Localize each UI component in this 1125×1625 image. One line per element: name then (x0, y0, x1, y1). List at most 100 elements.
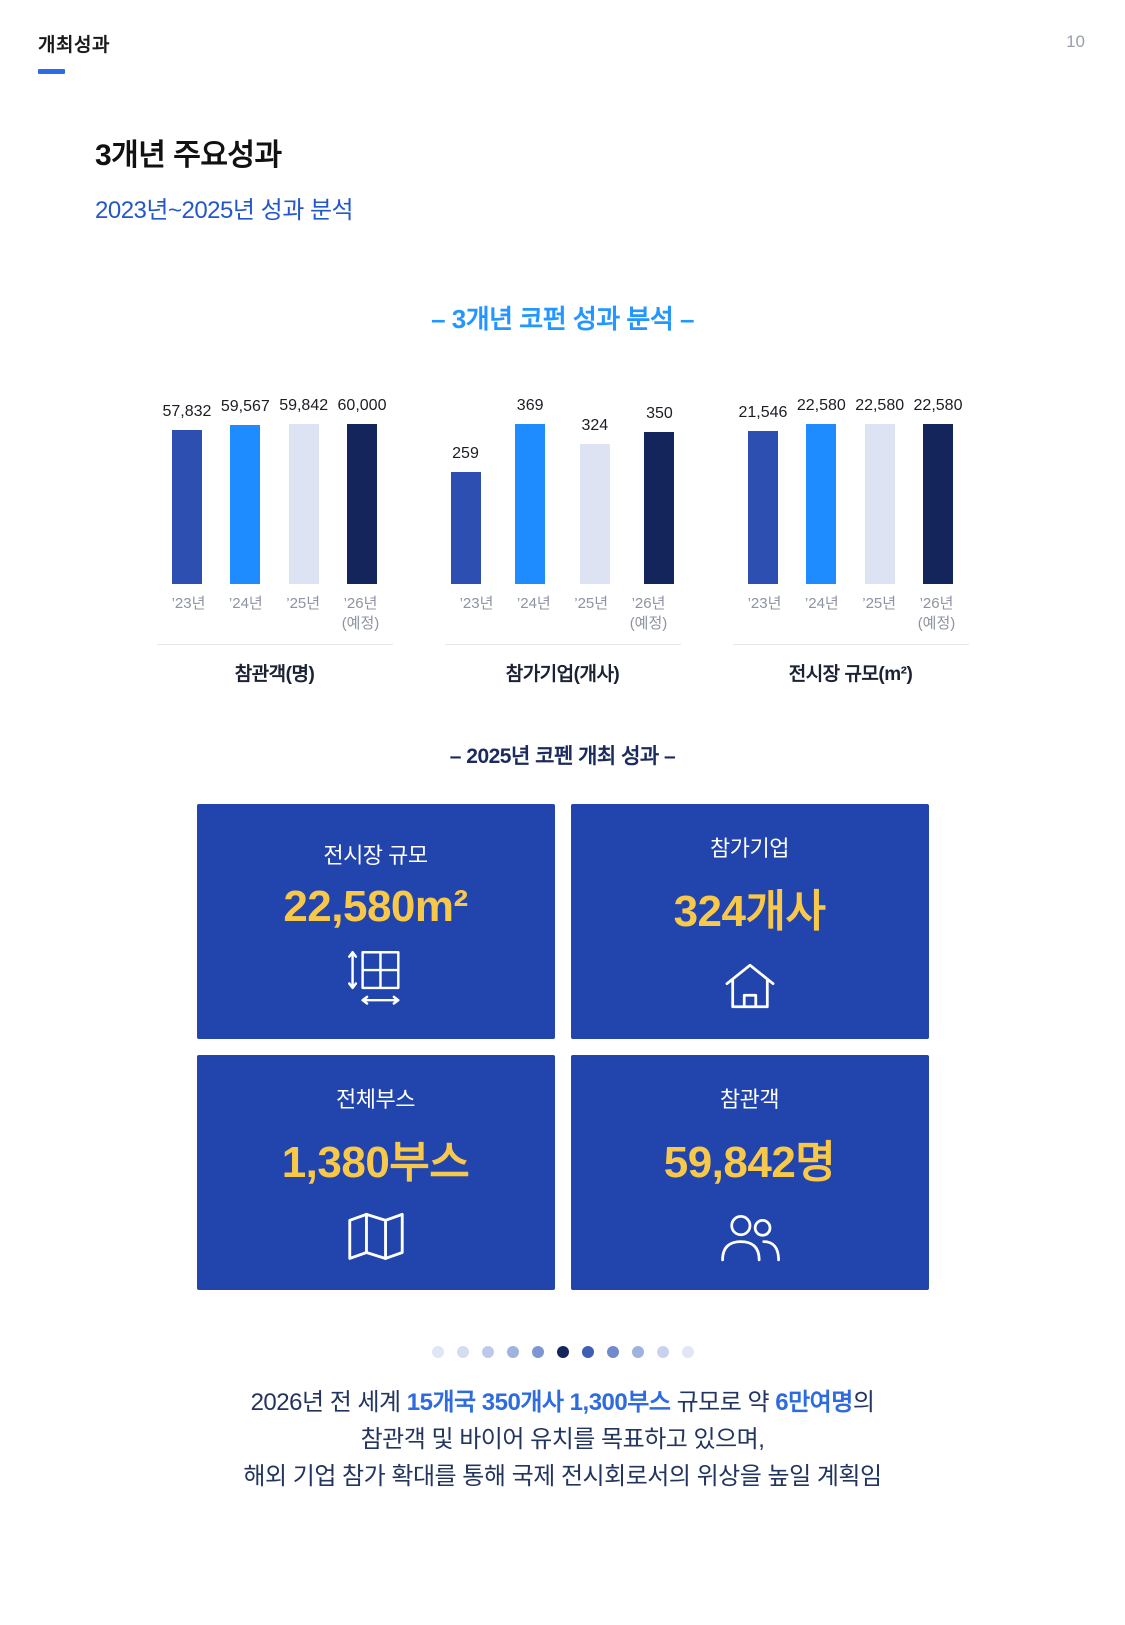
progress-dots (0, 1346, 1125, 1358)
bar (171, 430, 202, 584)
card-value: 324개사 (673, 886, 826, 936)
bar-column: 369 (515, 397, 546, 584)
results-heading: – 2025년 코펜 개최 성과 – (449, 745, 676, 768)
axis-label: ’25년 (862, 595, 897, 612)
axis-label-sub: (예정) (629, 615, 668, 633)
visitors-icon (718, 1206, 782, 1268)
bar-value-label: 21,546 (738, 404, 788, 421)
bar-value-label: 22,580 (796, 397, 846, 414)
axis-label: ’26년 (예정) (910, 594, 962, 636)
bar (230, 425, 261, 584)
header-underline (38, 69, 65, 74)
bar-area: 21,546 22,580 22,580 22,580 (733, 384, 969, 584)
bar (864, 424, 895, 584)
progress-dot (506, 1346, 519, 1358)
bar-chart: 21,546 22,580 22,580 22,580 ’23년 ’24년 ’25년 ’26년… (732, 384, 969, 686)
bar-value-label: 259 (452, 445, 479, 462)
bar-value-label: 324 (581, 417, 609, 434)
bar-column: 259 (450, 445, 481, 584)
bar-chart: 259 369 324 350 ’23년 ’24년 ’25년 ’26년 (예정) 참가기업(개사) (444, 384, 681, 686)
page-title: 3개년 주요성과 (95, 139, 282, 172)
stat-card: 참가기업 324개사 (570, 804, 929, 1039)
bar-column: 60,000 (337, 397, 387, 584)
stat-card: 전체부스 1,380부스 (196, 1055, 555, 1290)
axis-labels: ’23년 ’24년 ’25년 ’26년 (예정) (157, 594, 393, 636)
bar (515, 424, 546, 584)
footer-highlight: 15개국 350개사 1,300부스 (406, 1389, 671, 1416)
axis-label: ’23년 (171, 595, 206, 612)
bar-column: 22,580 (855, 397, 904, 584)
progress-dot (431, 1346, 444, 1358)
bar (288, 424, 319, 584)
header-left: 개최성과 (38, 30, 110, 74)
progress-dot (531, 1346, 544, 1358)
axis-labels: ’23년 ’24년 ’25년 ’26년 (예정) (445, 594, 681, 636)
header-label: 개최성과 (38, 35, 110, 56)
bar-column: 21,546 (738, 404, 788, 584)
axis-label: ’25년 (574, 595, 609, 612)
chart-caption: 전시장 규모(m²) (788, 664, 913, 685)
footer-line: 참관객 및 바이어 유치를 목표하고 있으며, (0, 1421, 1125, 1458)
bar (747, 431, 778, 584)
axis-label: ’24년 (516, 595, 551, 612)
bar-column: 22,580 (913, 397, 963, 584)
axis-label-sub: (예정) (341, 615, 380, 633)
house-icon (720, 955, 780, 1017)
card-label: 전시장 규모 (323, 842, 428, 868)
footer-segment: 규모로 약 (670, 1389, 776, 1416)
bar (806, 424, 837, 584)
card-label: 참가기업 (710, 835, 789, 861)
axis-label: ’24년 (228, 595, 263, 612)
card-label: 전체부스 (336, 1086, 415, 1112)
progress-dot (631, 1346, 644, 1358)
footer-segment: 참관객 및 바이어 유치를 목표하고 있으며, (360, 1426, 765, 1454)
chart-caption: 참가기업(개사) (505, 664, 620, 685)
progress-dot (656, 1346, 669, 1358)
bar (579, 444, 610, 584)
floor-plan-icon (343, 948, 409, 1010)
axis-label: ’26년 (예정) (334, 594, 386, 636)
bar-value-label: 60,000 (337, 397, 387, 414)
bar-column: 324 (579, 417, 610, 584)
footer-highlight: 6만여명 (775, 1389, 853, 1416)
footer-segment: 해외 기업 참가 확대를 통해 국제 전시회로서의 위상을 높일 계획임 (243, 1463, 882, 1491)
chart-divider (444, 644, 681, 645)
bar-column: 57,832 (163, 403, 211, 584)
page-header: 개최성과 10 (0, 0, 1125, 74)
stat-card: 전시장 규모 22,580m² (196, 804, 555, 1039)
footer-segment: 2026년 전 세계 (250, 1389, 407, 1416)
bar-column: 59,567 (221, 398, 270, 584)
footer-text-block: 2026년 전 세계 15개국 350개사 1,300부스 규모로 약 6만여명… (0, 1384, 1125, 1496)
progress-dot (681, 1346, 694, 1358)
chart-divider (156, 644, 393, 645)
bar-column: 59,842 (279, 397, 328, 584)
axis-label: ’23년 (747, 595, 782, 612)
bar-value-label: 22,580 (855, 397, 905, 414)
progress-dot (556, 1346, 569, 1358)
bar-column: 22,580 (797, 397, 846, 584)
charts-row: 57,832 59,567 59,842 60,000 ’23년 ’24년 ’25년 ’26년… (0, 384, 1125, 686)
footer-line: 2026년 전 세계 15개국 350개사 1,300부스 규모로 약 6만여명… (0, 1384, 1125, 1421)
bar (450, 472, 481, 584)
chart-divider (732, 644, 969, 645)
bar (644, 432, 675, 584)
axis-label: ’26년 (예정) (622, 594, 674, 636)
bar-value-label: 22,580 (913, 397, 963, 414)
bar-value-label: 59,567 (220, 398, 270, 415)
card-value: 1,380부스 (281, 1137, 470, 1187)
axis-label: ’24년 (804, 595, 839, 612)
axis-label: ’25년 (286, 595, 321, 612)
bar-chart: 57,832 59,567 59,842 60,000 ’23년 ’24년 ’25년 ’26년… (156, 384, 393, 686)
bar (347, 424, 377, 584)
axis-labels: ’23년 ’24년 ’25년 ’26년 (예정) (733, 594, 969, 636)
progress-dot (456, 1346, 469, 1358)
footer-line: 해외 기업 참가 확대를 통해 국제 전시회로서의 위상을 높일 계획임 (0, 1458, 1125, 1495)
footer-segment: 의 (852, 1389, 875, 1416)
card-value: 22,580m² (283, 881, 468, 931)
page-subtitle: 2023년~2025년 성과 분석 (95, 197, 354, 224)
axis-label: ’23년 (459, 595, 494, 612)
progress-dot (581, 1346, 594, 1358)
bar-area: 259 369 324 350 (445, 384, 681, 584)
bar-value-label: 350 (646, 405, 673, 422)
card-value: 59,842명 (663, 1137, 836, 1187)
